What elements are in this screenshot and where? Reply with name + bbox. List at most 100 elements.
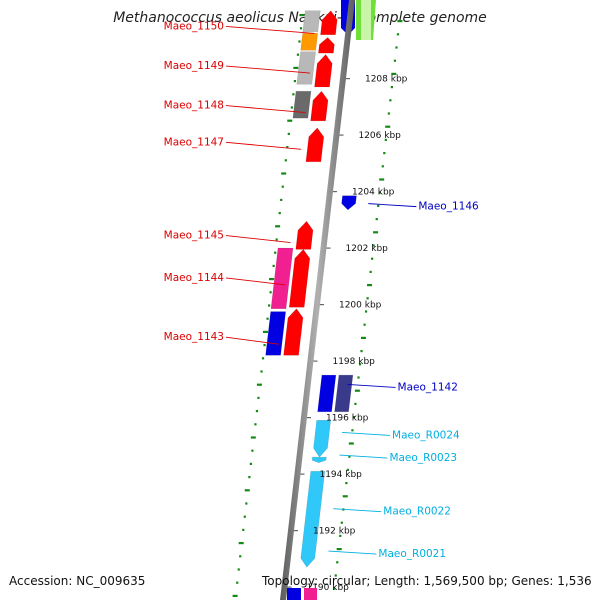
scale-tick-mark	[326, 247, 331, 249]
track-dot	[238, 542, 244, 545]
scale-tick-mark	[345, 78, 350, 80]
gene-feature[interactable]	[270, 247, 294, 310]
track-dot	[245, 502, 248, 505]
track-dot	[367, 284, 373, 287]
gene-feature[interactable]	[305, 127, 325, 163]
map-title: Methanococcus aeolicus Nankai-3, complet…	[113, 10, 487, 26]
gene-label-left[interactable]: Maeo_1147	[164, 136, 224, 148]
scale-tick-label: 1200 kbp	[339, 301, 382, 311]
gene-feature[interactable]	[341, 195, 357, 211]
track-dot	[336, 561, 339, 564]
track-dot	[346, 468, 349, 471]
gene-feature[interactable]	[311, 456, 327, 464]
track-dot	[363, 323, 366, 326]
track-dot	[339, 534, 342, 537]
gene-label-left[interactable]: Maeo_1150	[164, 20, 224, 32]
track-dot	[251, 449, 254, 452]
track-dot	[351, 429, 354, 432]
gene-label-left[interactable]: Maeo_1143	[164, 331, 224, 343]
track-dot	[354, 402, 357, 405]
track-dot	[372, 244, 375, 247]
track-dot	[333, 587, 336, 590]
gene-feature[interactable]	[283, 308, 304, 356]
scale-tick-label: 1204 kbp	[352, 188, 395, 198]
gene-label-left[interactable]: Maeo_1149	[164, 60, 224, 72]
bottom-partial-blue-gene	[287, 588, 301, 600]
gene-feature[interactable]	[310, 90, 329, 122]
scale-tick-label: 1194 kbp	[319, 470, 362, 480]
gene-feature[interactable]	[300, 470, 326, 568]
track-dot	[232, 594, 238, 597]
track-dot	[293, 80, 296, 83]
gene-label-leader	[225, 105, 306, 114]
gene-label-left[interactable]: Maeo_1148	[164, 100, 224, 112]
gene-label-leader	[225, 277, 286, 286]
gene-feature[interactable]	[318, 37, 335, 54]
gene-label-right[interactable]: Maeo_R0023	[389, 452, 457, 464]
gene-feature[interactable]	[314, 54, 333, 88]
backbone-line	[280, 0, 355, 600]
gene-feature[interactable]	[320, 10, 338, 36]
track-dot	[287, 119, 293, 122]
track-dot	[395, 46, 398, 49]
track-dot	[261, 357, 265, 360]
track-dot	[284, 159, 287, 162]
track-dot	[275, 238, 278, 241]
track-dot	[255, 410, 259, 413]
gene-label-left[interactable]: Maeo_1145	[164, 230, 224, 242]
track-dot	[286, 146, 289, 149]
track-dot	[390, 86, 393, 89]
gene-feature[interactable]	[292, 90, 312, 119]
gene-feature[interactable]	[296, 51, 316, 85]
gene-feature[interactable]	[265, 311, 287, 356]
gene-label-right[interactable]: Maeo_1146	[418, 201, 479, 213]
genome-summary-text: Topology: circular; Length: 1,569,500 bp…	[262, 574, 592, 588]
track-dot	[348, 442, 354, 445]
track-dot	[292, 93, 295, 96]
gene-feature[interactable]	[317, 374, 337, 413]
track-dot	[266, 317, 269, 320]
scale-tick-mark	[319, 304, 324, 306]
gene-feature[interactable]	[300, 32, 319, 51]
track-dot	[281, 172, 287, 175]
gene-label-right[interactable]: Maeo_R0021	[378, 548, 446, 560]
track-dot	[299, 27, 303, 30]
top-partial-light-green-gene	[361, 0, 371, 40]
bottom-partial-features	[287, 588, 317, 600]
track-dot	[248, 476, 251, 479]
track-dot	[393, 59, 397, 62]
track-dot	[357, 376, 360, 379]
scale-tick-mark	[313, 360, 318, 362]
gene-label-leader	[333, 508, 382, 513]
track-dot	[239, 555, 242, 558]
track-dot	[290, 106, 293, 109]
track-dot	[373, 231, 379, 234]
gene-feature[interactable]	[334, 374, 354, 413]
gene-feature[interactable]	[313, 419, 332, 458]
gene-feature[interactable]	[302, 10, 321, 33]
scale-tick-label: 1192 kbp	[313, 527, 356, 537]
gene-label-right[interactable]: Maeo_R0022	[383, 506, 451, 518]
track-dot	[391, 72, 397, 75]
scale-tick-mark	[287, 586, 292, 588]
track-dot	[299, 14, 305, 17]
track-dot	[275, 225, 281, 228]
scale-tick-label: 1198 kbp	[332, 357, 375, 367]
track-dot	[389, 99, 392, 102]
gene-label-right[interactable]: Maeo_1142	[398, 381, 458, 393]
track-dot	[360, 336, 366, 339]
track-dot	[379, 178, 385, 181]
track-dot	[281, 185, 284, 188]
scale-tick-mark	[293, 530, 298, 532]
accession-text: Accession: NC_009635	[9, 574, 146, 588]
gene-label-left[interactable]: Maeo_1144	[164, 272, 225, 284]
gene-feature[interactable]	[288, 248, 311, 308]
gene-feature[interactable]	[295, 220, 314, 250]
gene-label-leader	[368, 203, 417, 208]
track-dot	[237, 568, 240, 571]
gene-label-leader	[225, 65, 310, 74]
gene-label-leader	[225, 141, 302, 150]
track-dot	[396, 33, 400, 36]
gene-label-right[interactable]: Maeo_R0024	[392, 429, 460, 441]
